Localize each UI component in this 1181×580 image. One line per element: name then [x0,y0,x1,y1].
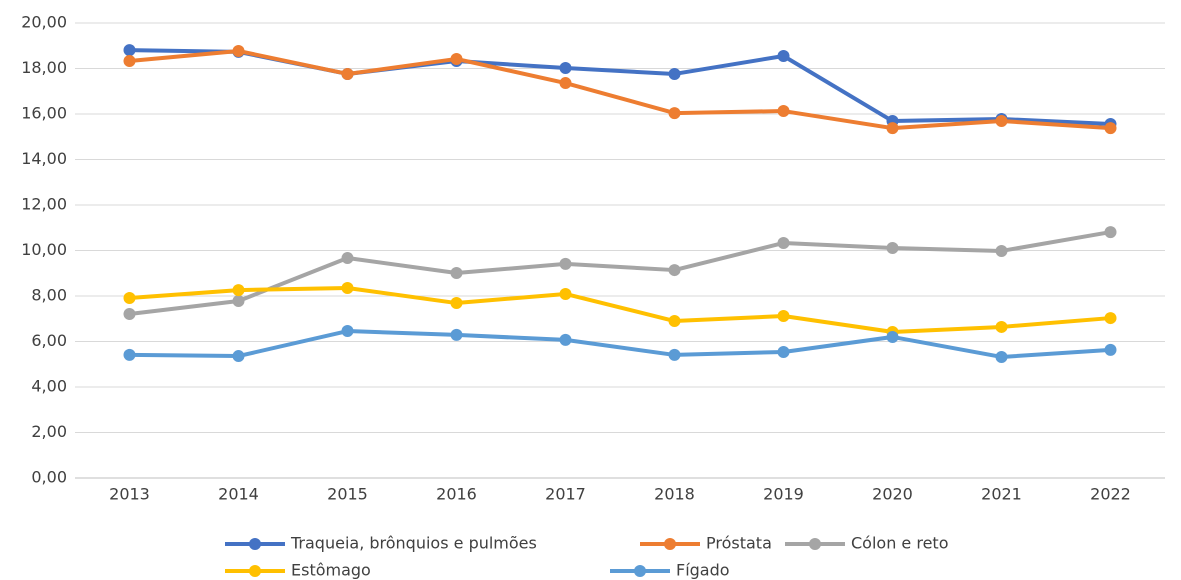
data-point [995,320,1008,333]
data-point [1104,312,1117,325]
data-point [123,348,136,361]
data-point [777,236,790,249]
x-tick-label: 2018 [654,485,695,504]
data-point [123,292,136,305]
y-tick-label: 6,00 [31,331,67,350]
y-tick-label: 12,00 [21,195,67,214]
legend-label: Traqueia, brônquios e pulmões [290,534,537,553]
data-point [777,105,790,118]
y-tick-label: 8,00 [31,286,67,305]
legend-marker [634,565,646,577]
legend-label: Estômago [291,561,371,580]
legend-marker [249,538,261,550]
data-point [668,315,681,328]
y-tick-label: 18,00 [21,58,67,77]
data-point [995,115,1008,128]
data-point [559,62,572,75]
x-tick-label: 2015 [327,485,368,504]
data-point [777,345,790,358]
data-point [668,264,681,277]
data-point [123,307,136,320]
x-tick-label: 2021 [981,485,1022,504]
legend-label: Fígado [676,561,730,580]
data-point [995,244,1008,257]
data-point [232,284,245,297]
series-line [129,48,1111,127]
data-point [777,310,790,323]
legend-marker [249,565,261,577]
data-point [886,241,899,254]
data-point [995,350,1008,363]
legend-marker [664,538,676,550]
series-line [129,230,1111,316]
data-point [450,52,463,65]
data-point [886,122,899,135]
data-point [341,67,354,80]
data-point [559,287,572,300]
series-line [129,48,1111,131]
data-point [668,348,681,361]
data-point [232,350,245,363]
x-tick-label: 2013 [109,485,150,504]
data-point [777,49,790,62]
y-tick-label: 16,00 [21,104,67,123]
data-point [668,107,681,120]
legend-label: Próstata [706,534,772,553]
data-point [668,67,681,80]
data-point [450,328,463,341]
data-point [886,330,899,343]
data-point [341,252,354,265]
x-tick-label: 2014 [218,485,259,504]
data-point [123,44,136,57]
x-tick-label: 2020 [872,485,913,504]
series-line [129,286,1111,334]
data-point [123,54,136,67]
data-point [232,295,245,308]
legend-label: Cólon e reto [851,534,948,553]
data-point [559,257,572,270]
y-tick-label: 4,00 [31,377,67,396]
x-tick-label: 2022 [1090,485,1131,504]
legend-marker [809,538,821,550]
data-point [1104,122,1117,135]
y-tick-label: 10,00 [21,240,67,259]
series-line [129,329,1111,359]
y-tick-label: 14,00 [21,149,67,168]
data-point [559,333,572,346]
x-tick-label: 2017 [545,485,586,504]
data-point [341,282,354,295]
data-point [232,44,245,57]
y-tick-label: 20,00 [21,13,67,32]
data-point [559,77,572,90]
data-point [1104,226,1117,239]
data-point [450,297,463,310]
y-tick-label: 0,00 [31,468,67,487]
x-tick-label: 2019 [763,485,804,504]
x-tick-label: 2016 [436,485,477,504]
data-point [1104,343,1117,356]
y-tick-label: 2,00 [31,422,67,441]
data-point [341,325,354,338]
data-point [450,267,463,280]
